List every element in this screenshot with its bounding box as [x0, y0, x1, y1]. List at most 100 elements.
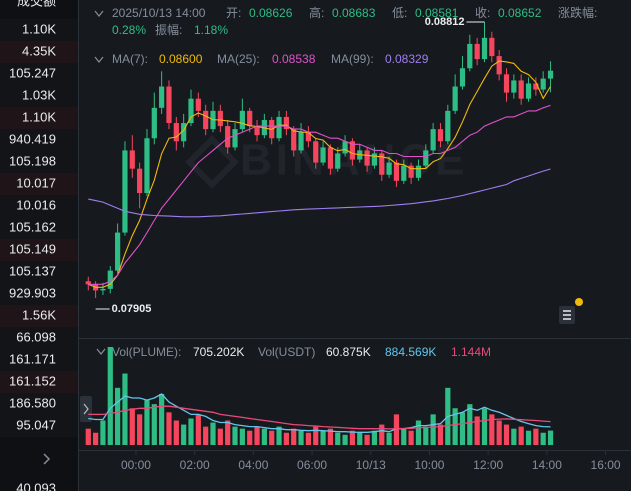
volume-bar [247, 430, 253, 445]
candle-body [232, 129, 238, 148]
volume-bar [276, 426, 282, 445]
volume-bar [437, 424, 444, 445]
volume-bar [151, 404, 157, 445]
volume-bar [261, 428, 267, 445]
candle-body [489, 37, 495, 57]
side-panel-toggle[interactable] [80, 396, 92, 422]
sidebar-row-bg [0, 151, 78, 173]
sidebar-row: 1.03K [22, 87, 56, 102]
volume-bar [386, 432, 392, 445]
candle-body [518, 80, 524, 99]
toggle-bg[interactable] [80, 396, 92, 422]
candle-body [305, 132, 311, 142]
volume-bar [364, 434, 370, 445]
low-label: 0.07905 [112, 303, 152, 315]
sidebar-row: 161.171 [9, 351, 56, 366]
ma-name: MA(99): [331, 52, 374, 66]
sidebar-row-bg [0, 349, 78, 371]
volume-ma-line [88, 393, 551, 433]
volume-bar [342, 434, 348, 445]
high-label: 0.08812 [425, 16, 465, 28]
sidebar: 成交额 40.093 1.10K 4.35K 105.247 1.03K 1.10K 94… [0, 0, 78, 491]
x-tick-label: 16:00 [591, 458, 621, 472]
volume-bar [239, 428, 245, 445]
volume-bar [540, 432, 546, 445]
volume-bar [320, 430, 326, 445]
x-tick-label: 00:00 [121, 458, 151, 472]
volume-bar [393, 414, 400, 445]
sidebar-row-bg [0, 261, 78, 283]
volume-bar [496, 420, 502, 445]
candle-body [335, 153, 341, 169]
sidebar-row: 10.017 [16, 175, 56, 190]
candle-body [364, 150, 370, 166]
candle-body [437, 129, 444, 142]
candle-body [181, 123, 187, 142]
candle-body [115, 232, 121, 271]
volume-bar [525, 430, 532, 445]
sidebar-row: 1.10K [22, 109, 56, 124]
ma-collapse-icon[interactable] [94, 56, 104, 63]
volume-bar [210, 422, 216, 445]
volume-bar [401, 428, 407, 445]
volume-bar [452, 408, 458, 445]
volume-bar [481, 408, 488, 445]
volume-bar [474, 416, 480, 445]
candle-body [408, 165, 414, 178]
volume-bar [459, 412, 466, 445]
volume-bar [85, 428, 91, 445]
candle-body [188, 98, 194, 124]
open-label: 开: [226, 6, 241, 20]
x-tick-label: 04:00 [238, 458, 268, 472]
toggle-arrow[interactable] [83, 403, 89, 415]
volume-bar [137, 414, 143, 445]
volume-bar [166, 412, 172, 445]
vol-usdt-name: Vol(USDT) [258, 345, 315, 359]
sidebar-row: 105.198 [9, 153, 56, 168]
volume-bar [357, 432, 363, 445]
x-tick-label: 06:00 [297, 458, 327, 472]
candle-body [481, 37, 488, 60]
sidebar-row: 186.580 [9, 395, 56, 410]
sidebar-row-bg [0, 305, 78, 327]
volume-bar [144, 400, 150, 445]
volume-bar [305, 432, 311, 445]
volume-bar [349, 430, 356, 445]
candle-body [511, 80, 517, 93]
volume-bar [415, 420, 422, 445]
sidebar-row: 161.152 [9, 373, 56, 388]
change-label: 涨跌幅: [558, 5, 597, 20]
sidebar-expand-icon[interactable] [43, 453, 51, 465]
amplitude-label: 振幅: [155, 22, 182, 37]
x-tick-label: 10/13 [356, 458, 386, 472]
order-icon-lines[interactable] [563, 310, 571, 320]
collapse-icon[interactable] [94, 10, 104, 17]
vol-value: 705.202K [193, 345, 244, 359]
candle-body [445, 110, 451, 142]
candle-body [379, 153, 385, 175]
candle-body [393, 162, 400, 181]
volume-bar [283, 432, 289, 445]
candle-body [496, 56, 502, 75]
candle-body [320, 147, 326, 163]
sidebar-row-bg [0, 107, 78, 129]
change-value: 0.28% [112, 23, 146, 37]
plot: 00:00 02:00 04:00 06:00 10/13 10:00 12:00 14:00… [85, 16, 621, 472]
sidebar-row-bg [0, 327, 78, 349]
volume-bar [408, 430, 414, 445]
vol-collapse-icon[interactable] [96, 348, 106, 355]
ma-value: 0.08329 [385, 52, 429, 66]
close-value: 0.08652 [498, 6, 542, 20]
volume-bar [371, 430, 378, 445]
sidebar-row-bg [0, 19, 78, 41]
order-icon[interactable] [559, 298, 583, 324]
sidebar-row: 105.162 [9, 219, 56, 234]
candle-body [386, 162, 392, 175]
candle-body [100, 288, 106, 291]
volume-bar [254, 426, 260, 445]
header-datetime: 2025/10/13 14:00 [112, 6, 206, 20]
candle-body [159, 86, 165, 108]
candle-body [129, 150, 135, 169]
candle-body [452, 86, 458, 111]
